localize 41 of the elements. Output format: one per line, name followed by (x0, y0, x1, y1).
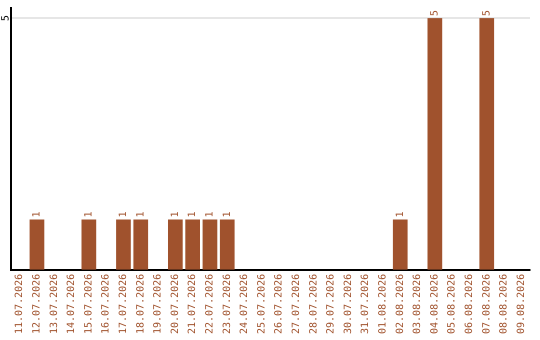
data-label: 1 (32, 211, 43, 218)
x-tick-label: 03.08.2026 (412, 274, 424, 334)
x-tick-label: 05.08.2026 (446, 274, 458, 334)
x-tick-label: 12.07.2026 (32, 274, 43, 334)
x-tick-label: 20.07.2026 (170, 274, 181, 334)
data-label: 1 (394, 211, 406, 218)
data-label: 1 (135, 211, 146, 218)
x-tick-label: 30.07.2026 (342, 274, 354, 334)
x-tick-label: 14.07.2026 (66, 274, 78, 334)
x-tick-label: 27.07.2026 (291, 274, 302, 334)
x-tick-label: 06.08.2026 (464, 274, 476, 334)
data-label: 1 (187, 211, 198, 218)
x-tick-label: 15.07.2026 (83, 274, 94, 334)
x-tick-label: 24.07.2026 (239, 274, 250, 334)
x-tick-label: 31.07.2026 (360, 274, 372, 334)
x-tick-label: 26.07.2026 (274, 274, 285, 334)
data-label: 1 (170, 211, 181, 218)
x-tick-label: 07.08.2026 (481, 274, 492, 334)
x-tick-label: 02.08.2026 (394, 274, 406, 334)
x-tick-label: 01.08.2026 (378, 274, 389, 334)
data-label: 5 (481, 10, 492, 16)
data-label: 5 (429, 10, 440, 16)
x-tick-label: 11.07.2026 (14, 274, 26, 334)
x-tick-label: 28.07.2026 (308, 274, 320, 334)
x-tick-label: 19.07.2026 (152, 274, 164, 334)
data-label: 1 (118, 211, 130, 218)
x-tick-label: 04.08.2026 (429, 274, 440, 334)
x-tick-label: 16.07.2026 (100, 274, 112, 334)
data-label: 1 (204, 211, 216, 218)
x-tick-label: 21.07.2026 (187, 274, 198, 334)
x-tick-label: 29.07.2026 (326, 274, 337, 334)
x-tick-label: 08.08.2026 (498, 274, 510, 334)
x-tick-label: 17.07.2026 (118, 274, 130, 334)
x-tick-label: 22.07.2026 (204, 274, 216, 334)
x-tick-label: 23.07.2026 (222, 274, 233, 334)
x-tick-label: 25.07.2026 (256, 274, 268, 334)
data-label: 1 (83, 211, 94, 218)
x-tick-label: 18.07.2026 (135, 274, 146, 334)
x-tick-label: 13.07.2026 (48, 274, 60, 334)
x-tick-label: 09.08.2026 (516, 274, 527, 334)
data-label: 1 (222, 211, 233, 218)
